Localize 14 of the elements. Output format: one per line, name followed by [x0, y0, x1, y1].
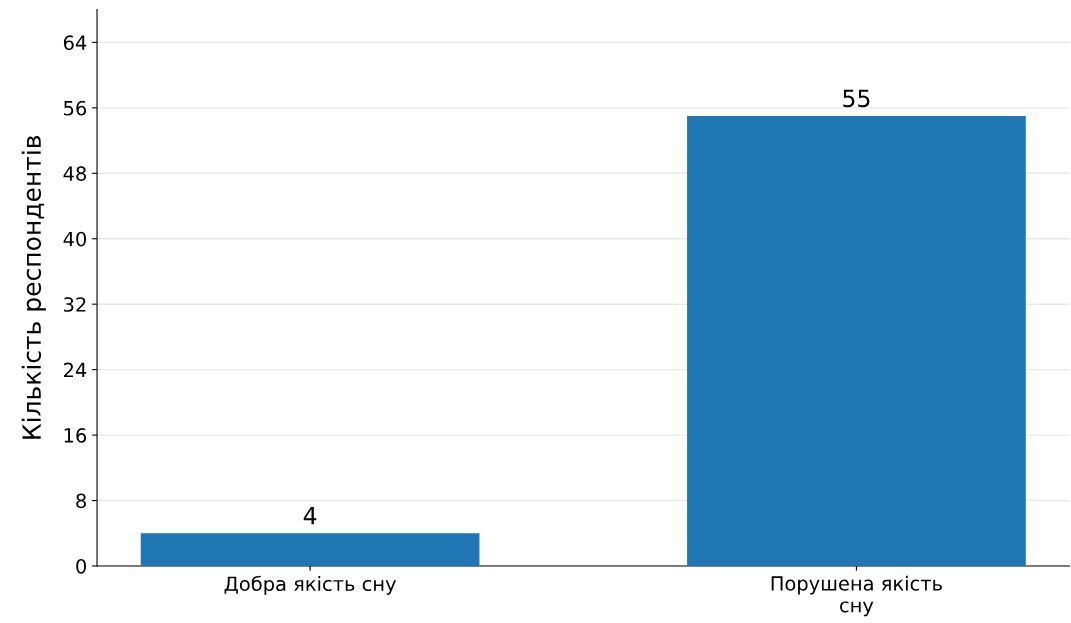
- y-tick-label: 56: [64, 100, 87, 116]
- y-tick-label: 0: [76, 558, 87, 574]
- x-tick-label: Добра якість сну: [224, 575, 396, 595]
- data-label: 4: [303, 506, 317, 525]
- y-tick-label: 48: [63, 166, 86, 181]
- y-tick-label: 24: [63, 362, 87, 378]
- y-axis-title: Кількість респондентів: [21, 135, 46, 439]
- y-tick-label: 40: [63, 231, 87, 247]
- y-tick-label: 16: [64, 428, 87, 443]
- x-tick-label: Порушена якість сну: [771, 575, 942, 617]
- y-tick-label: 64: [63, 35, 87, 51]
- y-tick-label: 8: [76, 493, 86, 509]
- y-tick-label: 32: [64, 297, 86, 312]
- data-label: 55: [843, 89, 870, 108]
